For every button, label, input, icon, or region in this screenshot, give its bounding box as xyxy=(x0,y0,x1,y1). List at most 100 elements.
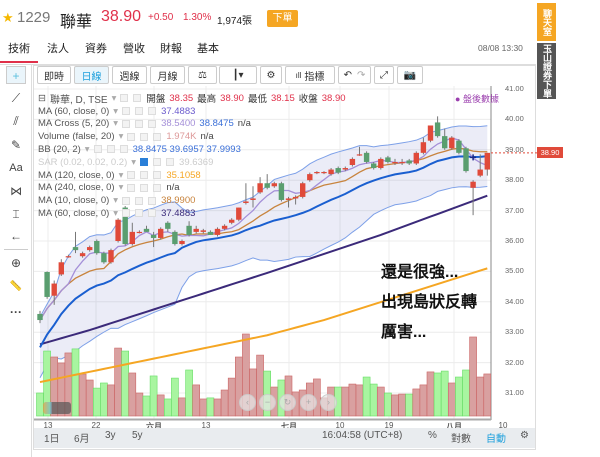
fullscreen-icon[interactable]: ⤢ xyxy=(374,66,394,84)
scroll-left-icon[interactable]: ‹ xyxy=(239,394,256,411)
tab-margin[interactable]: 資券 xyxy=(85,43,107,55)
remove-icon[interactable] xyxy=(166,158,175,167)
remove-icon[interactable] xyxy=(148,209,157,218)
chart-type-candle-icon[interactable]: ┃▾ xyxy=(219,66,257,84)
zoom-out-icon[interactable]: − xyxy=(259,394,276,411)
scroll-right-icon[interactable]: › xyxy=(320,394,337,411)
tab-fundamentals[interactable]: 基本 xyxy=(197,43,219,55)
remove-icon[interactable] xyxy=(148,196,157,205)
eye-icon[interactable] xyxy=(120,94,129,102)
candle-body xyxy=(207,231,214,235)
arrow-left-icon[interactable]: ← xyxy=(10,229,22,243)
undo-icon[interactable]: ↶ xyxy=(343,69,352,81)
tab-financials[interactable]: 財報 xyxy=(160,43,182,55)
tab-technical[interactable]: 技術 xyxy=(8,43,30,55)
settings-icon[interactable] xyxy=(140,183,149,192)
trend-line-icon[interactable]: ⟋ xyxy=(11,91,21,105)
remove-icon[interactable] xyxy=(153,171,162,179)
crosshair-icon[interactable]: + xyxy=(6,66,26,84)
candle-body xyxy=(186,225,192,235)
eye-icon[interactable] xyxy=(122,119,131,128)
tab-institutional[interactable]: 法人 xyxy=(47,43,69,55)
measure-icon[interactable]: ⌶ xyxy=(12,207,20,221)
clock: 16:04:58 (UTC+8) xyxy=(322,430,403,441)
order-button[interactable]: 下單 xyxy=(267,10,298,27)
undo-redo-group: ↶ ↷ xyxy=(338,66,371,84)
volume-bar xyxy=(455,376,463,417)
auto-toggle[interactable]: 自動 xyxy=(486,434,506,445)
settings-icon[interactable] xyxy=(140,171,149,179)
bottom-settings-icon[interactable]: ⚙ xyxy=(520,430,529,441)
weekly-button[interactable]: 週線 xyxy=(112,66,147,84)
pitchfork-icon[interactable]: ⫽ xyxy=(13,114,19,128)
settings-icon[interactable] xyxy=(135,209,144,218)
settings-icon[interactable] xyxy=(133,94,142,102)
indicators-button[interactable]: ıll 指標 xyxy=(285,66,335,84)
remove-icon[interactable] xyxy=(148,107,157,115)
eye-icon[interactable] xyxy=(140,158,149,167)
text-icon[interactable]: Aa xyxy=(9,162,23,174)
range-3y[interactable]: 3y xyxy=(105,430,116,441)
candle-body xyxy=(314,171,320,174)
volume-bar xyxy=(171,377,179,417)
remove-icon[interactable] xyxy=(153,183,162,192)
candle-body xyxy=(165,222,171,229)
range-1d[interactable]: 1日 xyxy=(44,434,60,445)
pattern-icon[interactable]: ⋈ xyxy=(10,184,22,198)
settings-gear-icon[interactable]: ⚙ xyxy=(260,66,282,84)
favorite-star-icon[interactable]: ★ xyxy=(2,10,14,25)
legend-row: MA (240, close, 0) ▾ n/a xyxy=(38,182,180,194)
settings-icon[interactable] xyxy=(135,119,144,128)
tab-revenue[interactable]: 營收 xyxy=(123,43,145,55)
remove-icon[interactable] xyxy=(148,119,157,128)
eye-icon[interactable] xyxy=(93,145,102,154)
chat-room-tab[interactable]: 聊天室 xyxy=(537,3,556,41)
after-hours-data-link[interactable]: ● 盤後數據 xyxy=(455,94,499,104)
broker-order-tab[interactable]: 玉山證券下單 xyxy=(537,43,556,99)
monthly-button[interactable]: 月線 xyxy=(150,66,185,84)
candle-body xyxy=(136,231,143,234)
settings-icon[interactable] xyxy=(135,196,144,205)
legend-value: 1.974K xyxy=(166,131,197,143)
settings-icon[interactable] xyxy=(153,158,162,167)
eye-icon[interactable] xyxy=(122,209,131,218)
candle-body xyxy=(115,219,121,241)
candle-body xyxy=(470,181,476,188)
active-tab-underline xyxy=(0,61,38,63)
eye-icon[interactable] xyxy=(122,196,131,205)
x-tick-label: 10 xyxy=(498,421,508,430)
brush-icon[interactable]: ✎ xyxy=(10,138,22,152)
settings-icon[interactable] xyxy=(140,132,149,141)
eye-icon[interactable] xyxy=(122,107,131,115)
compare-icon[interactable]: ⚖ xyxy=(188,66,217,84)
trade-volume: 1,974張 xyxy=(217,16,253,27)
eye-icon[interactable] xyxy=(127,183,136,192)
collapse-icon[interactable]: ⊟ xyxy=(38,92,46,104)
daily-button[interactable]: 日線 xyxy=(74,66,109,84)
volume-bar xyxy=(447,382,456,417)
realtime-button[interactable]: 即時 xyxy=(37,66,71,84)
redo-icon[interactable]: ↷ xyxy=(357,69,366,81)
range-6m[interactable]: 6月 xyxy=(74,434,90,445)
settings-icon[interactable] xyxy=(106,145,115,154)
range-5y[interactable]: 5y xyxy=(132,430,143,441)
ma5-line xyxy=(39,137,488,321)
volume-bar xyxy=(135,392,144,417)
settings-icon[interactable] xyxy=(135,107,144,115)
remove-icon[interactable] xyxy=(119,145,128,154)
eye-icon[interactable] xyxy=(127,171,136,179)
percent-toggle[interactable]: % xyxy=(428,430,437,441)
reset-icon[interactable]: ↻ xyxy=(279,394,296,411)
log-toggle[interactable]: 對數 xyxy=(451,434,471,445)
candle-body xyxy=(122,207,128,245)
candle-body xyxy=(87,247,93,251)
zoom-in-icon[interactable]: ⊕ xyxy=(10,256,22,270)
camera-icon[interactable]: 📷 xyxy=(397,66,423,84)
ruler-icon[interactable]: 📏 xyxy=(9,281,23,292)
remove-icon[interactable] xyxy=(153,132,162,141)
more-icon[interactable]: ··· xyxy=(10,305,22,319)
zoom-in-nav-icon[interactable]: + xyxy=(300,394,317,411)
eye-icon[interactable] xyxy=(127,132,136,141)
candle-body xyxy=(385,157,391,162)
